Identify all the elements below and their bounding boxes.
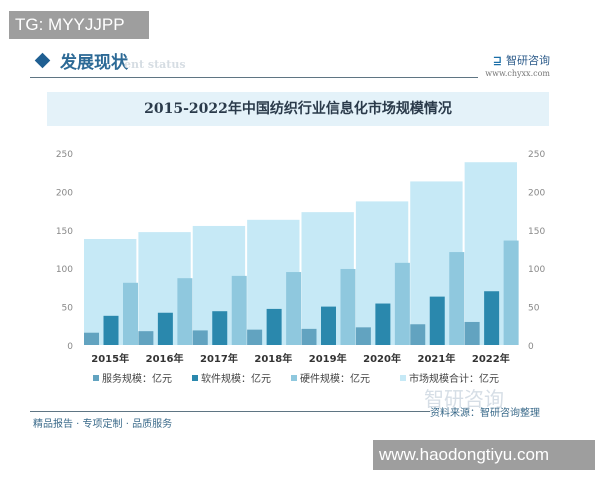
logo-text: 智研咨询 — [506, 54, 550, 67]
bar-software — [103, 315, 119, 345]
y-tick-label-left: 150 — [56, 227, 73, 237]
legend-label: 市场规模合计：亿元 — [409, 372, 499, 385]
chart-title: 2015-2022年中国纺织行业信息化市场规模情况 — [47, 92, 549, 126]
bar-service — [301, 328, 317, 345]
bar-hardware — [340, 268, 356, 345]
legend-swatch — [192, 375, 198, 381]
legend-label: 服务规模：亿元 — [102, 372, 172, 385]
overlay-label-top: TG: MYYJJPP — [9, 11, 149, 39]
bar-software — [484, 291, 500, 345]
bar-software — [321, 306, 336, 345]
y-tick-label-right: 250 — [528, 150, 545, 160]
bar-hardware — [231, 275, 247, 345]
bar-software — [375, 303, 391, 345]
x-tick-label: 2017年 — [200, 352, 238, 365]
bar-software — [212, 311, 228, 345]
y-tick-label-right: 200 — [528, 188, 545, 198]
bar-hardware — [286, 272, 302, 345]
legend-swatch — [93, 375, 99, 381]
y-tick-label-left: 50 — [62, 304, 74, 314]
x-tick-label: 2015年 — [91, 352, 129, 365]
logo-icon: ⊒ — [492, 54, 502, 67]
y-tick-label-left: 250 — [56, 150, 73, 160]
source-note: 资料来源：智研咨询整理 — [430, 408, 540, 419]
bar-software — [157, 312, 173, 345]
brand-logo: ⊒ 智研咨询 — [493, 52, 550, 68]
y-tick-label-right: 150 — [528, 227, 545, 237]
bar-hardware — [449, 252, 465, 345]
bar-hardware — [177, 278, 193, 345]
footer-divider — [30, 411, 430, 412]
x-tick-label: 2016年 — [146, 352, 184, 365]
x-tick-label: 2020年 — [363, 352, 401, 365]
x-tick-label: 2019年 — [309, 352, 347, 365]
y-tick-label-left: 100 — [56, 265, 73, 275]
ghost-text: ent status — [124, 58, 186, 71]
section-header: 发展现状ent status — [34, 48, 186, 73]
y-tick-label-left: 200 — [56, 188, 73, 198]
legend-swatch — [400, 375, 406, 381]
footer-slogan: 精品报告 · 专项定制 · 品质服务 — [33, 419, 173, 430]
bar-chart: 2015年 2016年 2017年 2018年 2019年 2020年 2021年 2022年… — [56, 150, 546, 385]
legend-label: 硬件规模：亿元 — [300, 372, 370, 385]
y-tick-label-left: 0 — [67, 342, 73, 352]
x-tick-label: 2021年 — [418, 352, 456, 365]
bar-software — [266, 308, 282, 345]
x-tick-label: 2022年 — [472, 352, 510, 365]
bar-hardware — [394, 262, 410, 345]
bar-service — [464, 321, 480, 345]
bar-software — [429, 296, 445, 345]
overlay-label-bottom: www.haodongtiyu.com — [373, 440, 595, 470]
bar-service — [247, 329, 263, 345]
bar-service — [138, 331, 154, 345]
header-divider — [30, 77, 478, 78]
bar-service — [410, 324, 426, 345]
section-title: 发展现状 — [60, 53, 128, 73]
legend-label: 软件规模：亿元 — [201, 372, 271, 385]
bar-service — [84, 332, 99, 345]
x-tick-label: 2018年 — [254, 352, 292, 365]
legend-swatch — [291, 375, 297, 381]
bar-hardware — [123, 282, 138, 345]
bar-hardware — [503, 240, 519, 345]
bar-service — [192, 330, 208, 345]
y-tick-label-right: 0 — [528, 342, 534, 352]
watermark-logo: 智研咨询 — [424, 387, 504, 411]
y-tick-label-right: 100 — [528, 265, 545, 275]
bar-service — [355, 327, 371, 345]
logo-url: www.chyxx.com — [485, 69, 550, 78]
y-tick-label-right: 50 — [528, 304, 540, 314]
